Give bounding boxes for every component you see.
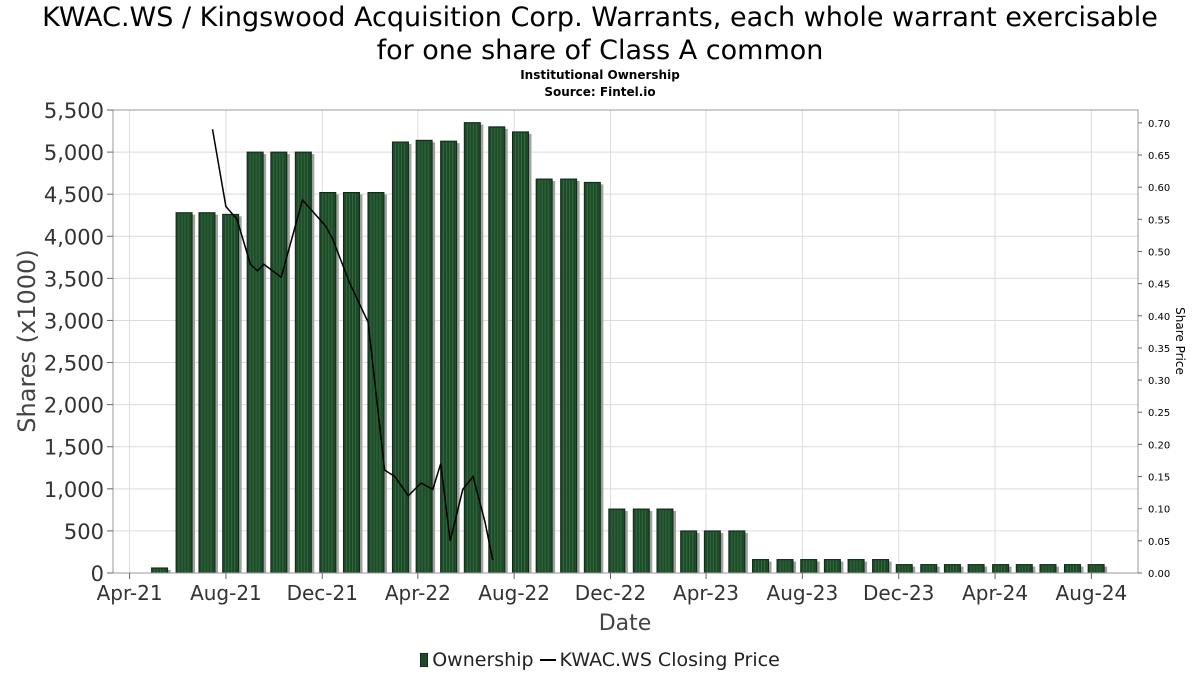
ownership-bar: 2024-04-08: 100 bbox=[992, 564, 1010, 574]
price-legend-label: KWAC.WS Closing Price bbox=[559, 648, 780, 671]
y-tick-label: 500 bbox=[64, 520, 104, 544]
x-tick-label: Aug-21 bbox=[190, 581, 262, 605]
ownership-bar: 2024-05-08: 100 bbox=[1015, 564, 1033, 574]
ownership-legend-swatch bbox=[420, 652, 429, 667]
price-legend-line bbox=[539, 658, 556, 661]
y-tick-label: 4,500 bbox=[44, 183, 104, 207]
y-tick-label: 4,000 bbox=[44, 225, 104, 249]
ownership-bar: 2022-12-09: 760 bbox=[608, 508, 626, 574]
ownership-bar: 2021-05-09: 60 bbox=[151, 567, 169, 574]
ownership-bar: 2024-07-08: 100 bbox=[1063, 564, 1081, 574]
y-tick-label: 5,000 bbox=[44, 141, 104, 165]
ownership-bar: 2021-07-08: 4280 bbox=[198, 212, 216, 574]
y-axis-label: Shares (x1000) bbox=[13, 249, 41, 432]
ownership-bar: 2022-11-08: 4640 bbox=[583, 181, 601, 574]
ownership-bar: 2024-02-07: 100 bbox=[943, 564, 961, 574]
y2-tick-label: 0.50 bbox=[1148, 247, 1170, 258]
x-tick-label: Apr-22 bbox=[385, 581, 451, 605]
y2-axis-label: Share Price bbox=[1173, 307, 1187, 375]
y2-tick-label: 0.60 bbox=[1148, 183, 1170, 194]
x-tick-label: Dec-23 bbox=[863, 581, 934, 605]
ownership-bar: 2023-01-09: 760 bbox=[632, 508, 650, 574]
chart-subtitle: Institutional Ownership bbox=[520, 68, 680, 82]
y2-tick-label: 0.00 bbox=[1148, 569, 1170, 580]
grid bbox=[113, 109, 1138, 574]
y-tick-label: 5,500 bbox=[44, 99, 104, 123]
ownership-bar: 2024-08-07: 100 bbox=[1087, 564, 1105, 574]
x-tick-label: Apr-24 bbox=[962, 581, 1028, 605]
ownership-bar: 2023-06-09: 160 bbox=[752, 559, 770, 574]
ownership-bar: 2022-07-10: 5300 bbox=[488, 126, 506, 574]
y2-tick-label: 0.35 bbox=[1148, 344, 1170, 355]
chart-title-line-1: KWAC.WS / Kingswood Acquisition Corp. Wa… bbox=[42, 2, 1158, 33]
y2-tick-label: 0.65 bbox=[1148, 151, 1170, 162]
ownership-bar: 2024-01-08: 100 bbox=[920, 564, 938, 574]
y2-tick-label: 0.70 bbox=[1148, 119, 1170, 130]
y-tick-label: 2,500 bbox=[44, 352, 104, 376]
ownership-bar: 2022-03-10: 5120 bbox=[391, 141, 409, 574]
x-tick-label: Apr-23 bbox=[673, 581, 739, 605]
y-tick-label: 2,000 bbox=[44, 394, 104, 418]
ownership-bar: 2023-09-08: 160 bbox=[823, 559, 841, 574]
x-tick-label: Dec-21 bbox=[287, 581, 358, 605]
y2-tick-label: 0.55 bbox=[1148, 215, 1170, 226]
price-line-layer bbox=[211, 129, 494, 561]
ownership-bar: 2022-06-09: 5350 bbox=[463, 122, 481, 574]
plot-frame bbox=[112, 109, 1139, 574]
ownership-bar: 2023-12-08: 100 bbox=[895, 564, 913, 574]
y2-tick-label: 0.45 bbox=[1148, 280, 1170, 291]
y2-tick-label: 0.25 bbox=[1148, 408, 1170, 419]
ownership-bar: 2021-08-07: 4260 bbox=[222, 213, 240, 574]
ownership-bar: 2022-02-07: 4520 bbox=[367, 191, 385, 574]
ownership-bar: 2023-11-08: 160 bbox=[872, 559, 890, 574]
ownership-bar: 2022-04-09: 5140 bbox=[415, 139, 433, 574]
y-tick-label: 1,500 bbox=[44, 436, 104, 460]
x-tick-label: Apr-21 bbox=[97, 581, 163, 605]
ownership-bar: 2021-06-09: 4280 bbox=[175, 212, 193, 574]
y-tick-label: 3,000 bbox=[44, 309, 104, 333]
chart-legend: Ownership KWAC.WS Closing Price bbox=[0, 648, 1200, 671]
ownership-bars: 2021-05-09: 60 2021-06-09: 4280 2021-07-08… bbox=[151, 122, 1108, 574]
ownership-bar: 2021-12-08: 4520 bbox=[319, 191, 337, 574]
ownership-bar: 2023-08-09: 160 bbox=[800, 559, 818, 574]
price-line bbox=[211, 129, 494, 561]
ownership-bar: 2024-03-08: 100 bbox=[967, 564, 985, 574]
ownership-bar: 2022-08-09: 5240 bbox=[511, 131, 529, 574]
y2-tick-label: 0.10 bbox=[1148, 505, 1170, 516]
chart-title-line-2: for one share of Class A common bbox=[376, 35, 824, 66]
ownership-bar: 2024-06-07: 100 bbox=[1039, 564, 1057, 574]
ownership-legend-label: Ownership bbox=[432, 648, 534, 671]
ownership-bar: 2022-09-08: 4680 bbox=[535, 178, 553, 574]
ownership-bar: 2022-05-10: 5130 bbox=[440, 140, 458, 574]
y2-tick-label: 0.40 bbox=[1148, 312, 1170, 323]
x-tick-label: Aug-24 bbox=[1056, 581, 1128, 605]
ownership-bar: 2023-10-08: 160 bbox=[847, 559, 865, 574]
x-tick-label: Dec-22 bbox=[575, 581, 646, 605]
chart-source: Source: Fintel.io bbox=[544, 85, 656, 99]
y2-tick-label: 0.15 bbox=[1148, 473, 1170, 484]
y2-tick-label: 0.30 bbox=[1148, 376, 1170, 387]
y2-tick-label: 0.20 bbox=[1148, 440, 1170, 451]
ownership-bar: 2022-10-09: 4680 bbox=[560, 178, 578, 574]
y-tick-label: 1,000 bbox=[44, 478, 104, 502]
ownership-bar: 2022-01-07: 4520 bbox=[342, 191, 360, 574]
ownership-bar: 2023-04-09: 500 bbox=[703, 530, 721, 574]
ownership-bar: 2023-02-08: 760 bbox=[656, 508, 674, 574]
x-tick-label: Aug-23 bbox=[767, 581, 839, 605]
x-tick-label: Aug-22 bbox=[478, 581, 550, 605]
y2-tick-label: 0.05 bbox=[1148, 537, 1170, 548]
y-tick-label: 3,500 bbox=[44, 267, 104, 291]
axes: 0 500 1,000 1,500 2,000 2,500 3,000 3,500 4,000 4… bbox=[44, 99, 1170, 605]
y-tick-label: 0 bbox=[91, 562, 104, 586]
ownership-bar: 2023-03-10: 500 bbox=[680, 530, 698, 574]
x-axis-label: Date bbox=[599, 611, 652, 636]
ownership-bar: 2023-05-10: 500 bbox=[728, 530, 746, 574]
ownership-bar: 2023-07-10: 160 bbox=[776, 559, 794, 574]
